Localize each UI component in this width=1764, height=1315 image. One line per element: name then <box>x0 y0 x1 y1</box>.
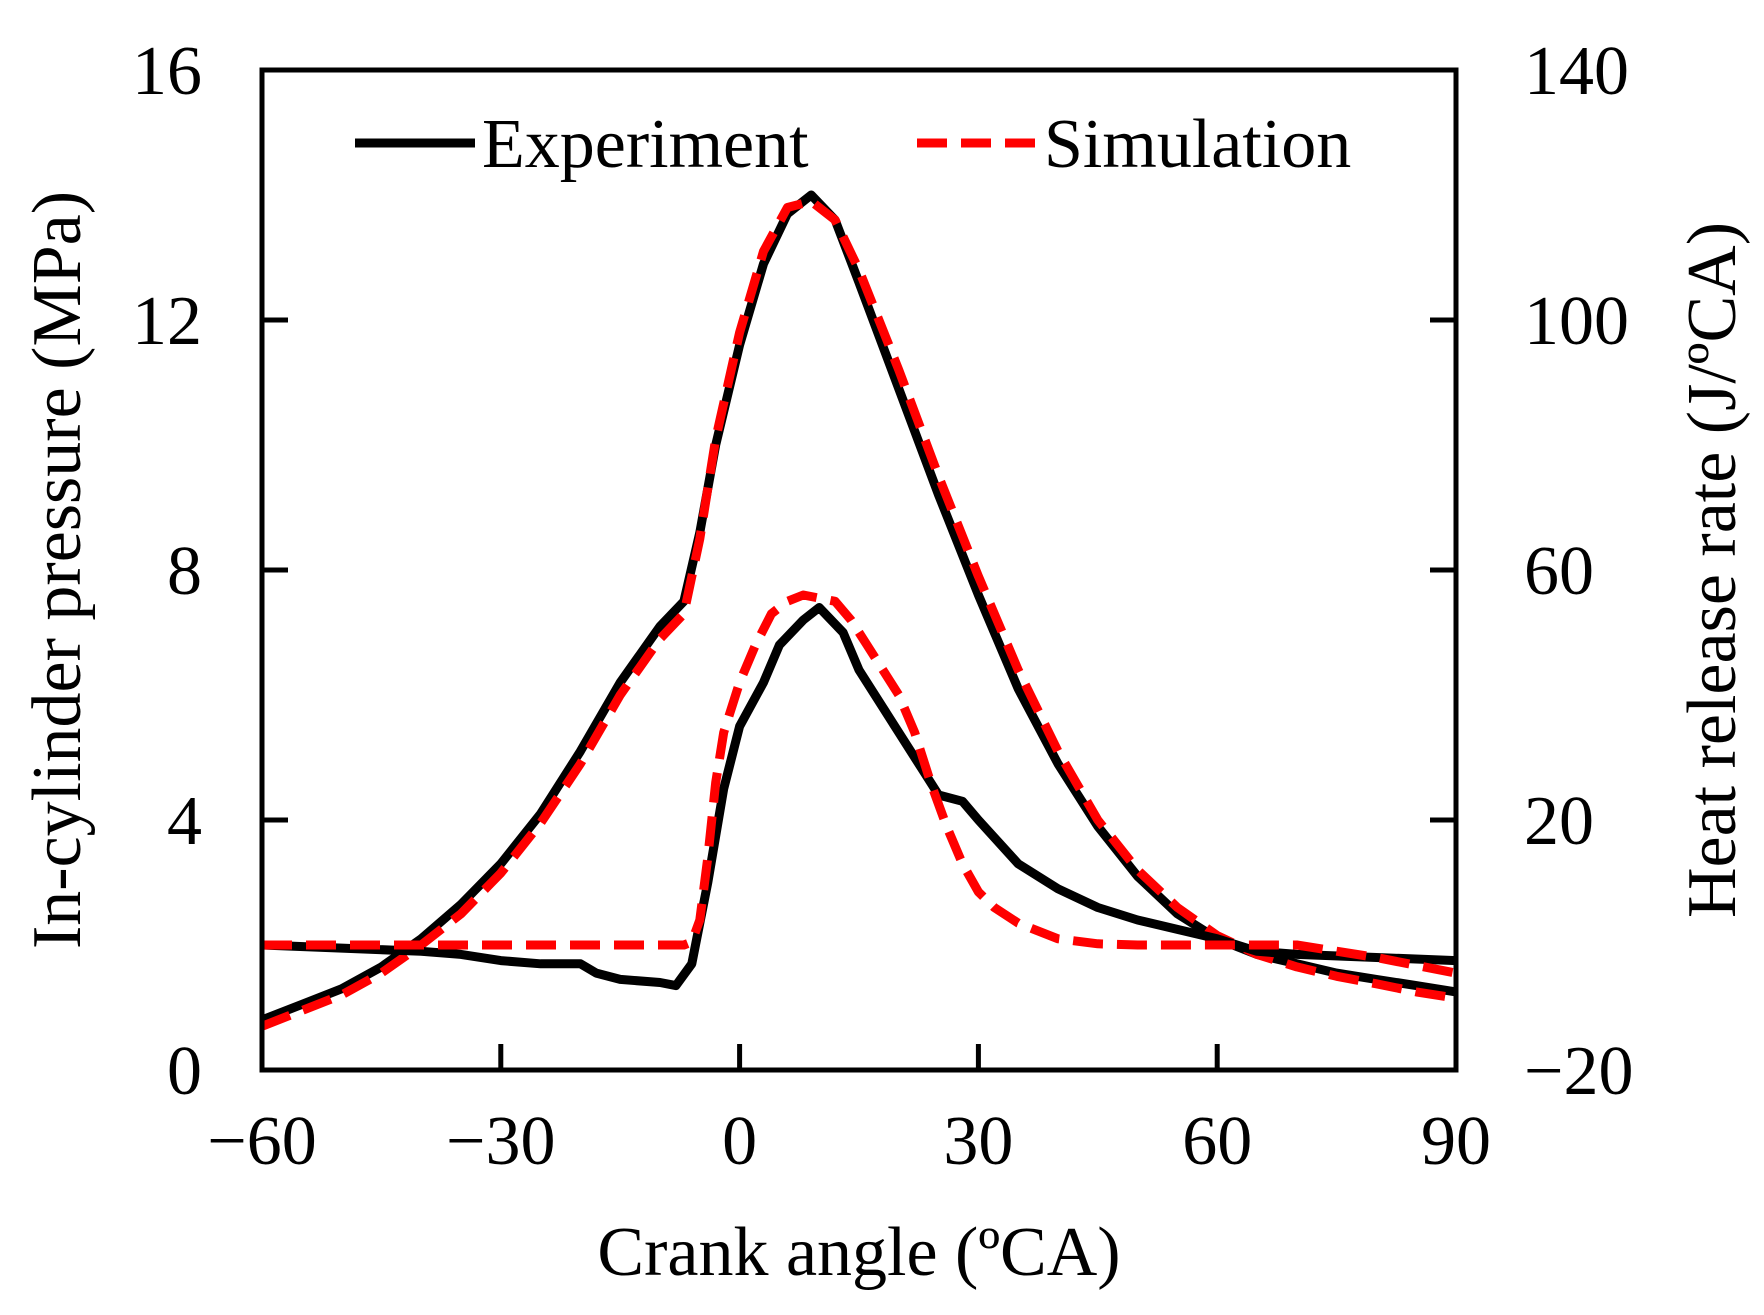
legend-experiment-label: Experiment <box>482 106 809 183</box>
series-line-simulation-heat-release-rate <box>262 590 1457 978</box>
x-tick-label: 30 <box>943 1103 1013 1180</box>
legend: Experiment Simulation <box>355 106 1351 183</box>
y-right-tick-label: 60 <box>1524 533 1594 610</box>
tick-labels-layer: −60 −30 0 30 60 90 0 4 8 12 16 −20 20 60 100 140 <box>132 33 1633 1180</box>
y-right-axis-title: Heat release rate (J/ºCA) <box>1674 222 1751 918</box>
x-tick-label: 60 <box>1182 1103 1252 1180</box>
x-tick-label: 90 <box>1421 1103 1491 1180</box>
y-right-tick-label: 140 <box>1524 33 1629 110</box>
y-right-tick-label: 20 <box>1524 783 1594 860</box>
x-tick-label: 0 <box>722 1103 757 1180</box>
ticks-layer <box>262 317 1456 1070</box>
x-tick-label: −30 <box>446 1103 555 1180</box>
y-left-tick-label: 0 <box>167 1033 202 1110</box>
y-left-tick-label: 12 <box>132 283 202 360</box>
series-layer <box>260 190 1457 1031</box>
y-right-tick-label: 100 <box>1524 283 1629 360</box>
y-left-tick-label: 8 <box>167 533 202 610</box>
y-right-tick-label: −20 <box>1524 1033 1633 1110</box>
y-left-axis-title: In-cylinder pressure (MPa) <box>19 191 96 949</box>
x-tick-label: −60 <box>207 1103 316 1180</box>
series-line-experiment-heat-release-rate <box>261 603 1457 991</box>
legend-simulation-label: Simulation <box>1044 106 1351 183</box>
y-left-tick-label: 4 <box>167 783 202 860</box>
x-axis-title: Crank angle (ºCA) <box>597 1214 1120 1291</box>
y-left-tick-label: 16 <box>132 33 202 110</box>
